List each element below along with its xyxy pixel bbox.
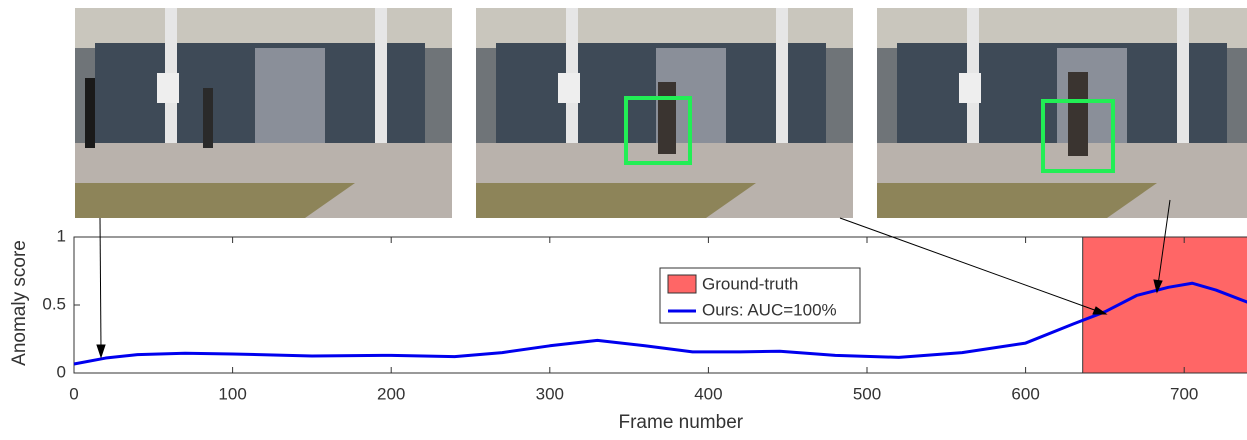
- line-series: [73, 281, 1247, 366]
- x-tick-label: 600: [1011, 384, 1039, 403]
- legend: Ground-truth Ours: AUC=100%: [659, 267, 861, 324]
- legend-label: Ground-truth: [702, 274, 798, 293]
- video-frame: [877, 8, 1247, 218]
- x-tick-label: 200: [377, 384, 405, 403]
- x-tick-label: 0: [69, 384, 78, 403]
- y-tick-label: 0: [57, 362, 66, 381]
- legend-label: Ours: AUC=100%: [702, 300, 837, 319]
- x-tick-label: 500: [853, 384, 881, 403]
- y-axis-label: Anomaly score: [9, 240, 30, 366]
- arrows: [96, 199, 1171, 359]
- plot: 0 100 200 300 400 500 600 700 0 0.5 1 Frame number A…: [9, 226, 1247, 433]
- x-tick-label: 100: [218, 384, 246, 403]
- x-tick-label: 300: [536, 384, 564, 403]
- video-frame: [75, 8, 452, 218]
- legend-swatch: [667, 274, 697, 294]
- x-tick-label: 400: [694, 384, 722, 403]
- x-axis-label: Frame number: [619, 412, 744, 433]
- ground-truth-region: [1082, 236, 1247, 374]
- video-frame: [476, 8, 853, 218]
- y-tick-label: 0.5: [42, 294, 66, 313]
- x-tick-label: 700: [1170, 384, 1198, 403]
- y-tick-label: 1: [57, 226, 66, 245]
